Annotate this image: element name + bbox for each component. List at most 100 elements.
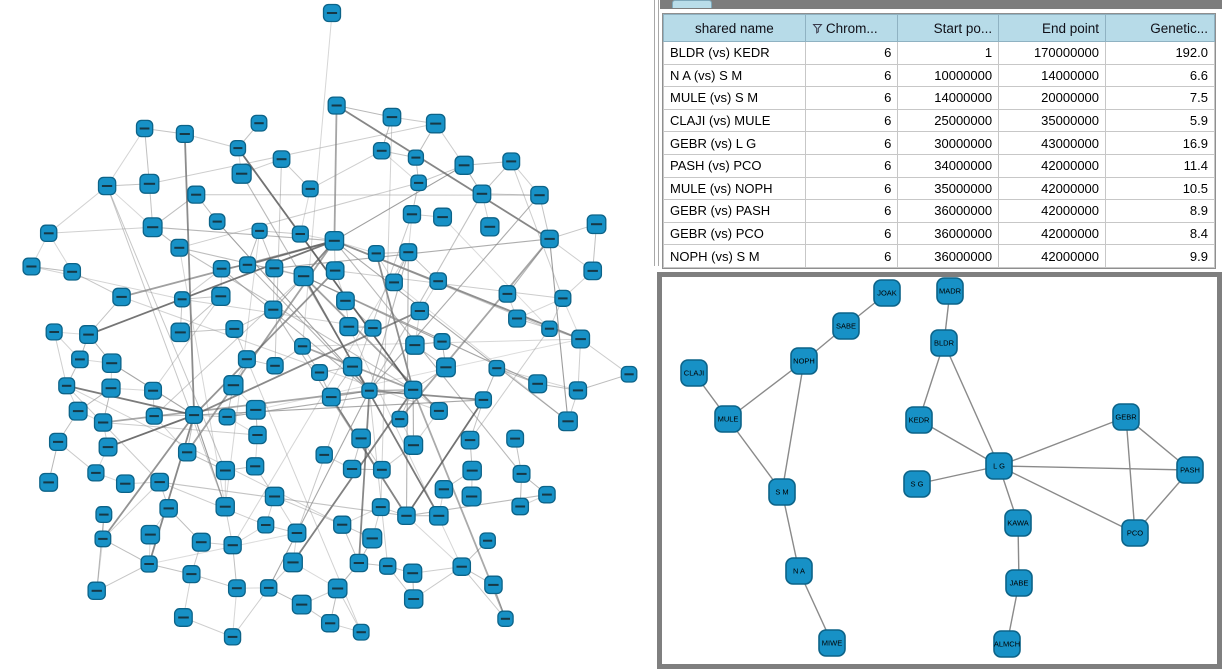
dense-network-node[interactable] (433, 207, 453, 227)
dense-network-node[interactable] (245, 399, 266, 420)
dense-network-node[interactable] (511, 497, 530, 516)
dense-network-node[interactable] (208, 213, 226, 230)
table-row[interactable]: N A (vs) S M 6 10000000 14000000 6.6 (663, 63, 1215, 88)
cell-end-point[interactable]: 42000000 (998, 244, 1107, 268)
dense-network-node[interactable] (460, 430, 480, 450)
dense-network-node[interactable] (79, 325, 99, 345)
dense-network-node[interactable] (405, 335, 425, 355)
cell-genetic[interactable]: 8.4 (1105, 221, 1215, 246)
dense-network-node[interactable] (215, 460, 236, 481)
dense-network-node[interactable] (139, 173, 160, 194)
node-shape[interactable] (905, 406, 933, 434)
network-node-l-g[interactable]: L G (985, 452, 1013, 480)
dense-network-node[interactable] (586, 214, 607, 235)
dense-network-node[interactable] (351, 428, 371, 449)
table-row[interactable]: BLDR (vs) KEDR 6 1 170000000 192.0 (663, 41, 1215, 65)
node-shape[interactable] (1176, 456, 1204, 484)
dense-network-node[interactable] (187, 185, 206, 204)
dense-network-node[interactable] (372, 141, 391, 160)
node-shape[interactable] (785, 557, 813, 585)
node-shape[interactable] (818, 629, 846, 657)
network-node-gebr[interactable]: GEBR (1112, 403, 1140, 431)
cell-end-point[interactable]: 20000000 (998, 86, 1107, 110)
table-row[interactable]: MULE (vs) S M 6 14000000 20000000 7.5 (663, 86, 1215, 110)
node-shape[interactable] (768, 478, 796, 506)
node-shape[interactable] (1121, 519, 1149, 547)
dense-network-node[interactable] (215, 496, 235, 517)
cell-chrom[interactable]: 6 (804, 199, 899, 223)
column-header-start-po[interactable]: Start po... (897, 14, 1000, 42)
dense-network-node[interactable] (94, 530, 112, 548)
dense-network-node[interactable] (372, 460, 391, 479)
dense-network-node[interactable] (325, 261, 345, 281)
dense-network-node[interactable] (159, 499, 178, 518)
dense-network-node[interactable] (250, 114, 268, 132)
dense-network-node[interactable] (170, 322, 191, 343)
dense-network-node[interactable] (294, 337, 311, 355)
table-row[interactable]: GEBR (vs) PASH 6 36000000 42000000 8.9 (663, 199, 1215, 223)
network-node-kedr[interactable]: KEDR (905, 406, 933, 434)
dense-network-node[interactable] (225, 319, 244, 338)
dense-network-node[interactable] (568, 381, 588, 400)
cell-end-point[interactable]: 42000000 (998, 199, 1107, 223)
dense-network-node[interactable] (248, 425, 267, 445)
network-node-s-m[interactable]: S M (768, 478, 796, 506)
cell-end-point[interactable]: 42000000 (998, 176, 1107, 201)
dense-network-node[interactable] (231, 163, 252, 184)
cell-shared-name[interactable]: GEBR (vs) PASH (663, 199, 806, 223)
dense-network-node[interactable] (403, 563, 423, 583)
dense-network-node[interactable] (173, 608, 193, 627)
dense-network-node[interactable] (238, 256, 257, 274)
network-node-joak[interactable]: JOAK (873, 279, 901, 307)
dense-network-node[interactable] (291, 225, 309, 243)
dense-network-node[interactable] (512, 464, 531, 483)
network-node-noph[interactable]: NOPH (790, 347, 818, 375)
dense-network-node[interactable] (558, 411, 578, 432)
cell-genetic[interactable]: 8.9 (1105, 199, 1215, 223)
dense-network-node[interactable] (508, 309, 527, 328)
dense-network-node[interactable] (177, 443, 197, 462)
dense-network-node[interactable] (506, 429, 525, 448)
node-shape[interactable] (1004, 509, 1032, 537)
cell-shared-name[interactable]: MULE (vs) S M (663, 86, 806, 110)
column-header-end-point[interactable]: End point (998, 14, 1107, 42)
cell-end-point[interactable]: 170000000 (998, 41, 1107, 65)
cell-start-po[interactable]: 1 (897, 41, 1000, 65)
node-shape[interactable] (930, 329, 958, 357)
dense-network-node[interactable] (48, 432, 68, 452)
dense-network-node[interactable] (402, 205, 422, 224)
cell-start-po[interactable]: 10000000 (897, 63, 1000, 88)
dense-network-node[interactable] (410, 301, 430, 321)
node-shape[interactable] (936, 277, 964, 305)
cell-genetic[interactable]: 9.9 (1105, 244, 1215, 268)
dense-network-node[interactable] (410, 174, 427, 192)
cell-start-po[interactable]: 35000000 (897, 176, 1000, 201)
dense-network-node[interactable] (112, 287, 131, 307)
network-node-almch[interactable]: ALMCH (993, 630, 1021, 658)
dense-network-node[interactable] (135, 119, 154, 138)
dense-network-node[interactable] (403, 589, 424, 609)
dense-network-node[interactable] (322, 3, 342, 23)
dense-network-node[interactable] (479, 532, 496, 549)
dense-network-node[interactable] (293, 266, 314, 287)
dense-network-node[interactable] (435, 357, 456, 378)
dense-network-node[interactable] (454, 155, 474, 175)
dense-network-node[interactable] (311, 364, 329, 382)
cell-start-po[interactable]: 36000000 (897, 199, 1000, 223)
dense-network-node[interactable] (212, 259, 231, 278)
dense-network-node[interactable] (272, 150, 291, 169)
node-shape[interactable] (993, 630, 1021, 658)
table-row[interactable]: PASH (vs) PCO 6 34000000 42000000 11.4 (663, 153, 1215, 178)
dense-network-node[interactable] (407, 149, 425, 166)
node-shape[interactable] (873, 279, 901, 307)
dense-network-node[interactable] (361, 382, 378, 399)
dense-network-node[interactable] (352, 623, 370, 641)
node-shape[interactable] (832, 312, 860, 340)
node-shape[interactable] (903, 470, 931, 498)
dense-network-node[interactable] (182, 565, 201, 584)
dense-network-node[interactable] (87, 464, 105, 482)
dense-network-node[interactable] (251, 222, 268, 240)
network-node-madr[interactable]: MADR (936, 277, 964, 305)
cell-start-po[interactable]: 14000000 (897, 86, 1000, 110)
dense-network-node[interactable] (223, 535, 242, 555)
